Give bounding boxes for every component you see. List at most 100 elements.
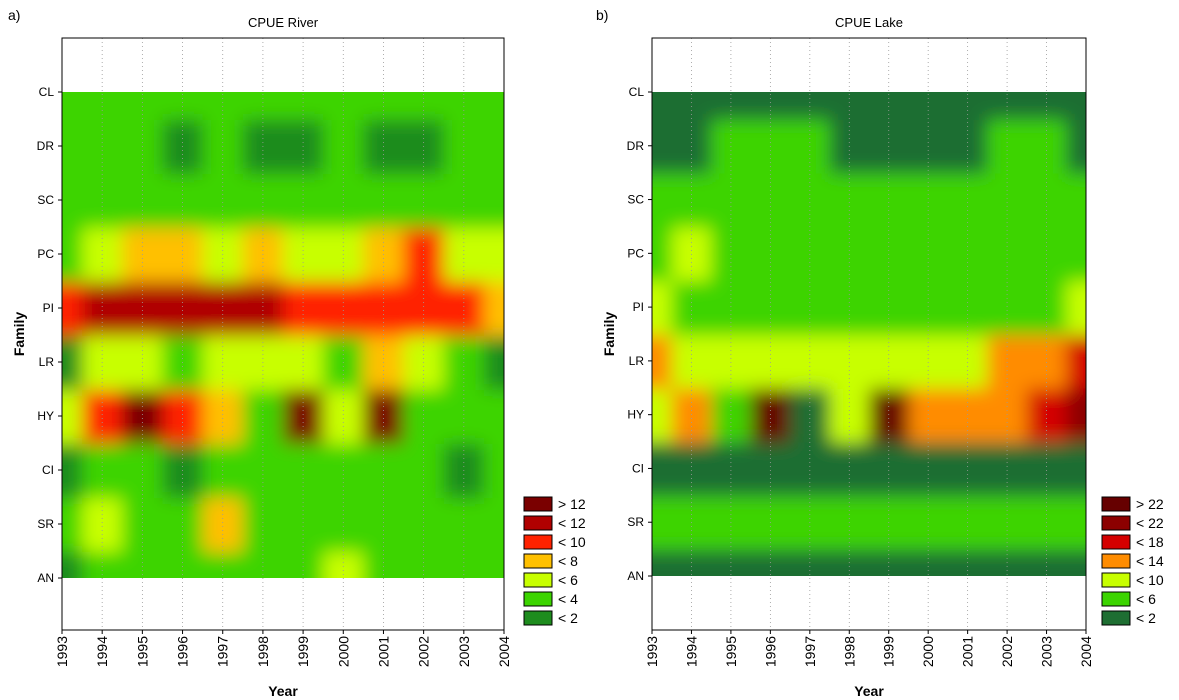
heatmap-cell (652, 549, 673, 576)
heatmap-cell (711, 387, 752, 443)
heatmap-cell (790, 495, 831, 551)
heatmap-cell (242, 389, 284, 444)
heatmap-cell (869, 280, 910, 335)
heatmap-cell (908, 280, 949, 335)
heatmap-cell (162, 92, 204, 120)
legend-label: < 4 (558, 591, 578, 607)
y-tick-label: PC (627, 246, 644, 260)
heatmap-cell (483, 92, 504, 120)
legend-swatch (1101, 610, 1131, 626)
heatmap-cell (671, 549, 713, 576)
heatmap-cell (750, 334, 792, 389)
heatmap-cell (363, 335, 405, 390)
heatmap-cell (1066, 387, 1086, 443)
y-tick-labels: AN SR CI HY LR PI PC SC DR CL (37, 85, 62, 585)
heatmap-cell (403, 335, 445, 390)
heatmap-cell (652, 441, 673, 497)
plot-frame (61, 37, 505, 631)
y-tick-label: CL (629, 85, 645, 99)
x-tick-label: 2002 (999, 636, 1015, 667)
legend-label: < 10 (558, 534, 586, 550)
heatmap-cell (202, 335, 244, 390)
heatmap-cell (483, 551, 504, 578)
heatmap-cell (242, 335, 284, 390)
heatmap-cell (323, 551, 365, 578)
x-tick-label: 1993 (54, 636, 70, 667)
x-tick-label: 1997 (802, 636, 818, 667)
heatmap-cell (283, 281, 325, 336)
y-tick-label: SC (627, 193, 644, 207)
x-tick-label: 2004 (1078, 636, 1094, 667)
heatmap-cell (162, 389, 204, 444)
heatmap-cell (671, 172, 713, 228)
legend-swatch (1101, 534, 1131, 550)
heatmap-cell (483, 281, 504, 336)
heatmap-cell (62, 389, 84, 444)
x-tick-label: 2000 (335, 636, 351, 667)
heatmap-cell (790, 387, 831, 443)
legend-label: < 2 (1136, 610, 1156, 626)
y-tick-label: LR (39, 355, 55, 369)
legend-swatch (1101, 591, 1131, 607)
x-tick-label: 1995 (723, 636, 739, 667)
x-tick-label: 2001 (960, 636, 976, 667)
heatmap-cell (82, 281, 124, 336)
heatmap-cell (829, 334, 870, 389)
x-tick-label: 1999 (881, 636, 897, 667)
heatmap-cell (122, 497, 164, 552)
heatmap-cell (947, 226, 989, 282)
heatmap-cell (829, 172, 870, 228)
y-tick-label: AN (37, 571, 54, 585)
grid-lines (61, 37, 505, 631)
heatmap-cell (987, 495, 1028, 551)
heatmap-cell (242, 173, 284, 228)
heatmap-cell (1026, 280, 1068, 335)
heatmap-cell (671, 92, 713, 120)
heatmap-cell (1026, 441, 1068, 497)
heatmap-cell (483, 335, 504, 390)
heatmap-cell (829, 118, 870, 174)
heatmap-cell (62, 119, 84, 174)
heatmap-cell (790, 118, 831, 174)
heatmap-cell (403, 92, 445, 120)
heatmap-cell (790, 226, 831, 282)
heatmap-cell (652, 280, 673, 335)
heatmap-cell (869, 387, 910, 443)
heatmap-cell (202, 92, 244, 120)
heatmap-cell (711, 92, 752, 120)
heatmap-cell (122, 92, 164, 120)
heatmap-cell (443, 227, 485, 282)
heatmap-cell (202, 497, 244, 552)
heatmap-cell (283, 92, 325, 120)
heatmap-cell (363, 389, 405, 444)
heatmap-cell (908, 118, 949, 174)
heatmap-cell (82, 119, 124, 174)
heatmap-cell (82, 173, 124, 228)
heatmap-cell (403, 119, 445, 174)
heatmap-cell (283, 443, 325, 498)
heatmap-cell (1066, 549, 1086, 576)
heatmap-cell (443, 497, 485, 552)
heatmap-cell (162, 119, 204, 174)
heatmap-cell (483, 497, 504, 552)
heatmap-cell (869, 226, 910, 282)
heatmap-cell (363, 227, 405, 282)
legend-label: < 12 (558, 515, 586, 531)
heatmap-cell (1066, 226, 1086, 282)
heatmap-cell (403, 173, 445, 228)
y-tick-label: CI (632, 461, 644, 475)
legend-swatch (523, 515, 553, 531)
heatmap-cell (711, 334, 752, 389)
heatmap-cell (323, 443, 365, 498)
heatmap-cell (987, 549, 1028, 576)
heatmap-cell (869, 92, 910, 120)
heatmap-cell (162, 173, 204, 228)
heatmap-cell (1026, 118, 1068, 174)
x-tick-label: 1995 (134, 636, 150, 667)
heatmap-cell (483, 389, 504, 444)
heatmap-cell (122, 173, 164, 228)
heatmap-cell (671, 118, 713, 174)
heatmap-cell (711, 495, 752, 551)
heatmap-cell (711, 441, 752, 497)
